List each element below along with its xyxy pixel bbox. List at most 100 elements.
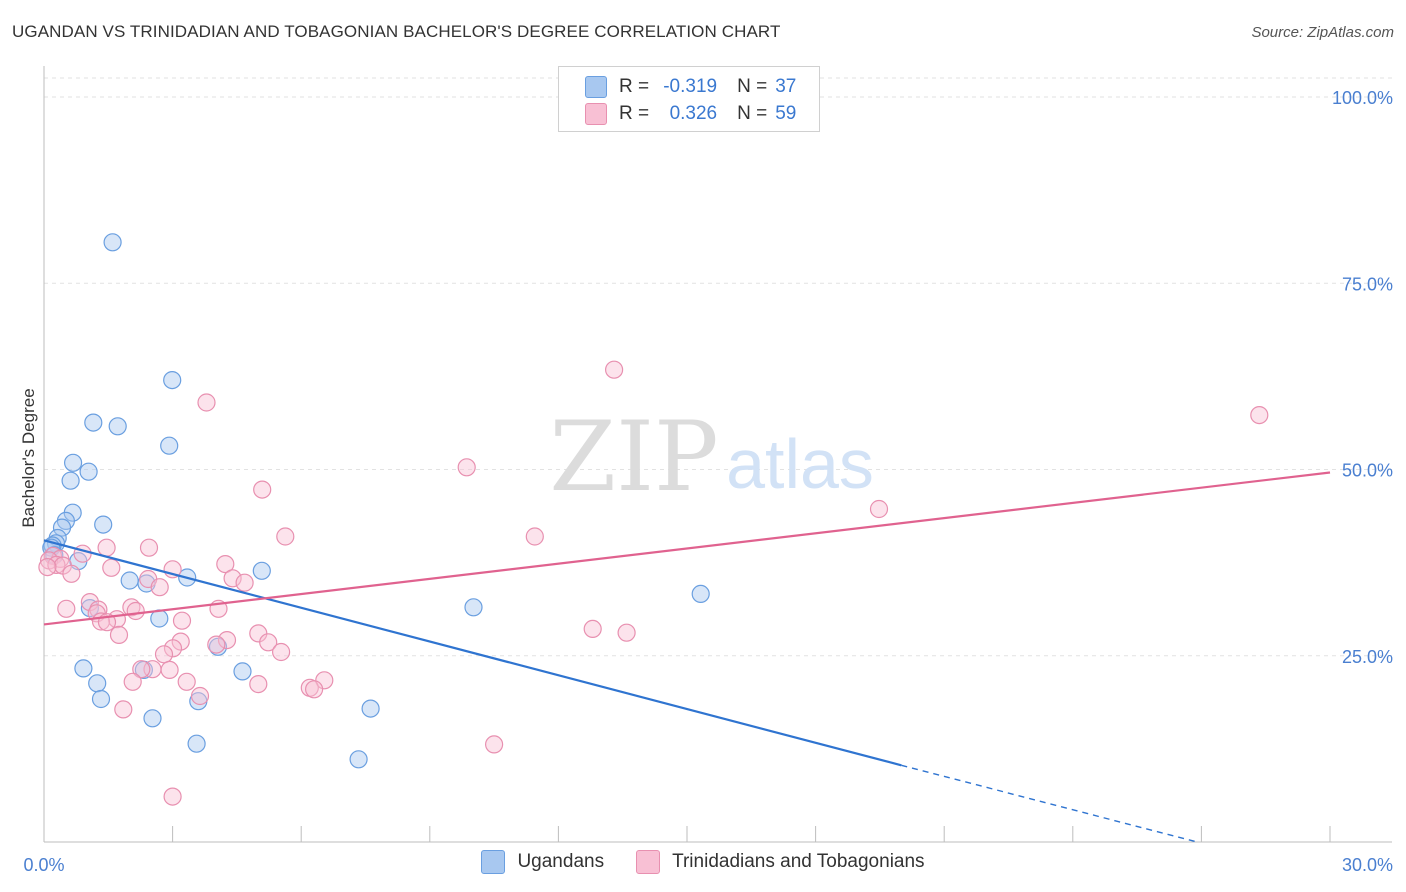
point-trinidadians (272, 642, 291, 662)
y-tick-label: 50.0% (1342, 461, 1393, 481)
point-ugandans (349, 750, 368, 769)
point-trinidadians (163, 787, 182, 806)
gridlines (44, 77, 1392, 657)
point-trinidadians (253, 480, 272, 499)
legend-r-label: R = (619, 76, 650, 97)
legend-r-value: 0.326 (669, 103, 718, 124)
legend-n-value: 59 (775, 103, 797, 124)
legend-n-value: 37 (775, 76, 797, 97)
point-trinidadians (163, 639, 183, 658)
legend-label-ugandans: Ugandans (517, 851, 605, 872)
point-ugandans (233, 662, 252, 681)
point-trinidadians (485, 735, 504, 754)
point-trinidadians (190, 686, 210, 706)
point-trinidadians (132, 660, 151, 679)
point-trinidadians (154, 645, 174, 664)
legend-row-trinidadians: R = 0.326 N = 59 (585, 100, 796, 128)
point-trinidadians (617, 623, 636, 642)
point-trinidadians (171, 632, 190, 651)
point-trinidadians (457, 458, 476, 477)
legend-row-ugandans: R = -0.319 N = 37 (585, 73, 796, 101)
point-ugandans (361, 699, 380, 718)
point-trinidadians (223, 569, 242, 588)
point-ugandans (79, 462, 98, 481)
point-trinidadians (259, 633, 278, 652)
point-trinidadians (139, 538, 159, 557)
legend-swatch-trinidadians (636, 850, 661, 874)
legend-label-trinidadians: Trinidadians and Tobagonians (672, 851, 925, 872)
point-trinidadians (172, 611, 192, 630)
point-ugandans (91, 689, 111, 709)
point-trinidadians (235, 573, 254, 592)
trend-line-trinidadians (43, 471, 1331, 626)
point-ugandans (120, 571, 139, 590)
point-trinidadians (102, 558, 121, 577)
axes (43, 66, 1392, 843)
legend-n-label: N = (737, 76, 768, 97)
point-ugandans (187, 734, 206, 753)
point-trinidadians (114, 700, 133, 719)
point-ugandans (52, 518, 72, 537)
watermark: ZIP atlas (549, 401, 874, 513)
point-trinidadians (315, 671, 334, 690)
point-trinidadians (249, 674, 268, 694)
point-ugandans (88, 674, 107, 693)
point-trinidadians (217, 630, 237, 650)
tick-labels: 25.0% 50.0% 75.0% 100.0% 0.0% 30.0% (23, 88, 1393, 875)
legend-swatch-ugandans (585, 76, 607, 98)
data-points (38, 233, 1269, 806)
legend-swatch-ugandans (481, 850, 506, 874)
point-trinidadians (62, 564, 81, 583)
source-credit: Source: ZipAtlas.com (1251, 24, 1394, 41)
stats-legend: R = -0.319 N = 37 R = 0.326 N = 59 (558, 66, 820, 132)
legend-item-ugandans[interactable]: Ugandans (481, 850, 604, 874)
trend-lines (43, 471, 1331, 843)
point-trinidadians (97, 538, 116, 557)
point-ugandans (108, 417, 127, 436)
point-trinidadians (126, 601, 145, 621)
y-axis-title: Bachelor's Degree (19, 388, 38, 527)
point-ugandans (143, 709, 162, 728)
legend-r-label: R = (619, 103, 650, 124)
point-trinidadians (197, 393, 216, 412)
legend-r-value: -0.319 (663, 76, 718, 97)
point-trinidadians (525, 527, 544, 546)
point-trinidadians (604, 360, 624, 379)
point-ugandans (94, 515, 113, 534)
x-tick-label: 30.0% (1342, 855, 1393, 875)
point-ugandans (464, 598, 483, 617)
point-ugandans (103, 233, 122, 252)
point-ugandans (63, 453, 83, 472)
point-trinidadians (160, 660, 179, 680)
point-ugandans (84, 413, 103, 432)
point-ugandans (163, 371, 182, 390)
legend-n-label: N = (737, 103, 768, 124)
x-tick-label: 0.0% (23, 855, 64, 875)
watermark-atlas: atlas (726, 425, 874, 503)
y-tick-label: 100.0% (1332, 88, 1393, 108)
point-trinidadians (276, 527, 295, 546)
trend-line-ugandans (43, 539, 902, 767)
chart-title: UGANDAN VS TRINIDADIAN AND TOBAGONIAN BA… (12, 22, 781, 41)
point-ugandans (160, 436, 179, 455)
point-trinidadians (109, 625, 129, 645)
point-trinidadians (38, 557, 57, 577)
y-tick-label: 25.0% (1342, 647, 1393, 667)
point-trinidadians (207, 635, 226, 654)
point-trinidadians (57, 599, 76, 618)
point-trinidadians (1250, 406, 1269, 425)
point-trinidadians (177, 672, 196, 691)
point-ugandans (691, 584, 710, 604)
point-trinidadians (869, 499, 889, 519)
point-trinidadians (123, 672, 142, 691)
point-ugandans (74, 659, 93, 678)
y-tick-label: 75.0% (1342, 274, 1393, 294)
point-trinidadians (305, 680, 324, 699)
legend-swatch-trinidadians (585, 103, 607, 125)
point-ugandans (252, 561, 271, 580)
point-trinidadians (583, 619, 602, 639)
legend-item-trinidadians[interactable]: Trinidadians and Tobagonians (636, 850, 925, 874)
point-ugandans (61, 471, 80, 490)
series-legend: Ugandans Trinidadians and Tobagonians (0, 850, 1406, 874)
